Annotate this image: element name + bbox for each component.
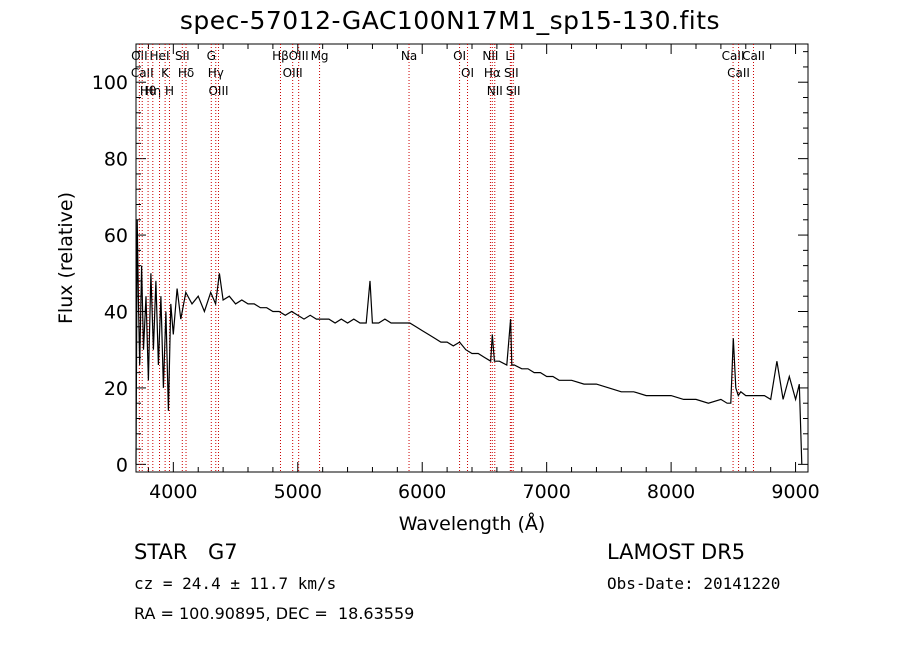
y-tick-label: 0: [116, 454, 128, 476]
x-tick-label: 6000: [398, 481, 446, 503]
spectral-line-label: CaII: [722, 49, 745, 63]
chart-title: spec-57012-GAC100N17M1_sp15-130.fits: [179, 6, 721, 35]
y-tick-label: 100: [92, 72, 128, 94]
x-tick-label: 8000: [647, 481, 695, 503]
spectral-line-label: SII: [175, 49, 190, 63]
object-class: STAR: [134, 540, 188, 564]
y-axis-label: Flux (relative): [55, 192, 77, 324]
spectral-line-label: Hβ: [272, 49, 289, 63]
spectral-line-label: OI: [453, 49, 466, 63]
coordinates: RA = 100.90895, DEC = 18.63559: [134, 604, 415, 623]
spectral-line-label: Li: [505, 49, 515, 63]
spectral-line-label: HeI: [150, 49, 170, 63]
spectral-line-label: CaII: [727, 66, 750, 80]
y-tick-label: 80: [104, 149, 128, 171]
spectral-line-label: OII: [131, 49, 148, 63]
plot-frame: [135, 43, 809, 473]
spectral-line-label: CaII: [742, 49, 765, 63]
spectral-line-label: Hα: [484, 66, 501, 80]
y-tick-label: 20: [104, 378, 128, 400]
spectral-line-label: SII: [506, 84, 521, 98]
spectral-line-label: Na: [401, 49, 417, 63]
spectral-line-label: H: [165, 84, 174, 98]
x-axis-label: Wavelength (Å): [399, 512, 546, 535]
spectral-line-label: Hδ: [178, 66, 194, 80]
spectral-line-label: Hθ: [140, 84, 156, 98]
obs-date: Obs-Date: 20141220: [607, 574, 781, 593]
spectral-line-label: Mg: [311, 49, 329, 63]
x-tick-label: 5000: [274, 481, 322, 503]
object-subclass: G7: [208, 540, 238, 564]
y-tick-label: 60: [104, 225, 128, 247]
redshift-text: cz = 24.4 ± 11.7 km/s: [134, 574, 337, 593]
spectral-line-label: CaII: [131, 66, 154, 80]
survey-name: LAMOST DR5: [607, 540, 746, 564]
spectral-line-label: OIII: [283, 66, 303, 80]
spectrum-line: [135, 219, 803, 465]
spectral-line-label: NII: [482, 49, 498, 63]
x-tick-label: 4000: [149, 481, 197, 503]
spectral-line-label: Hγ: [208, 66, 224, 80]
spectral-line-label: OI: [461, 66, 474, 80]
spectral-line-label: K: [161, 66, 170, 80]
spectral-line-label: SII: [504, 66, 519, 80]
x-tick-label: 9000: [771, 481, 819, 503]
spectral-line-label: NII: [487, 84, 503, 98]
spectral-line-label: OIII: [289, 49, 309, 63]
spectral-line-label: G: [207, 49, 216, 63]
spectral-line-label: OIII: [208, 84, 228, 98]
spectral-line-label: Hη: [144, 84, 161, 98]
x-tick-label: 7000: [522, 481, 570, 503]
y-tick-label: 40: [104, 302, 128, 324]
